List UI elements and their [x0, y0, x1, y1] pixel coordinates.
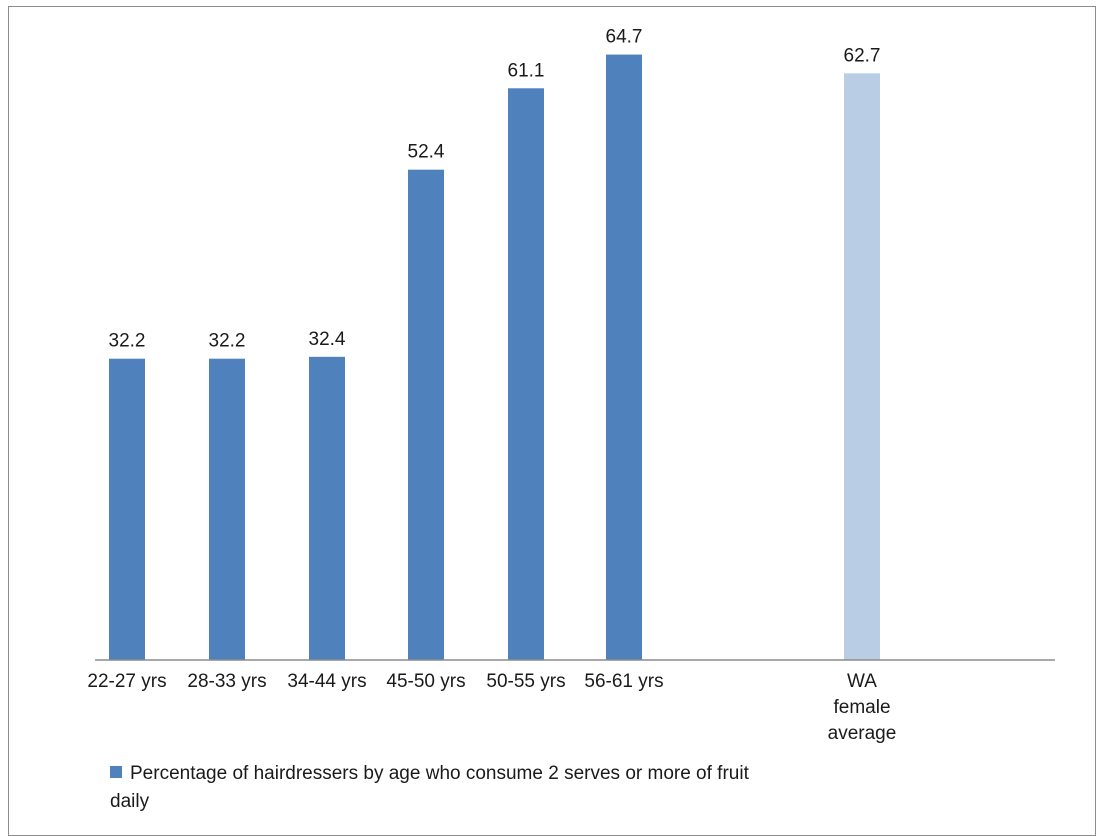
data-label-3: 32.4	[309, 329, 346, 350]
category-label-1: 22-27 yrs	[87, 671, 166, 692]
data-label-4: 52.4	[408, 142, 445, 163]
data-labels-group: 32.2 32.2 32.4 52.4 61.1 64.7 62.7	[109, 27, 881, 352]
data-label-2: 32.2	[209, 331, 246, 352]
bar-1	[109, 358, 145, 660]
category-label-4: 45-50 yrs	[386, 671, 465, 692]
data-label-7: 62.7	[844, 45, 881, 66]
bar-6	[606, 54, 642, 661]
legend: Percentage of hairdressers by age who co…	[110, 760, 750, 816]
data-label-1: 32.2	[109, 331, 146, 352]
data-label-5: 61.1	[508, 60, 545, 81]
category-label-2: 28-33 yrs	[187, 671, 266, 692]
category-label-5: 50-55 yrs	[486, 671, 565, 692]
category-label-6: 56-61 yrs	[584, 671, 663, 692]
bar-4	[408, 169, 444, 660]
category-labels-group: 22-27 yrs 28-33 yrs 34-44 yrs 45-50 yrs 50-5…	[87, 671, 896, 744]
category-label-7: WA female average	[828, 671, 897, 744]
legend-series-name: Percentage of hairdressers by age who co…	[110, 763, 749, 812]
data-label-6: 64.7	[606, 27, 643, 48]
legend-swatch	[110, 766, 122, 778]
chart-frame	[8, 6, 1096, 836]
bar-5	[508, 88, 544, 661]
bars-group	[109, 54, 880, 661]
bar-2	[209, 358, 245, 660]
bar-3	[309, 356, 345, 660]
category-label-3: 34-44 yrs	[287, 671, 366, 692]
bar-7	[844, 73, 880, 661]
